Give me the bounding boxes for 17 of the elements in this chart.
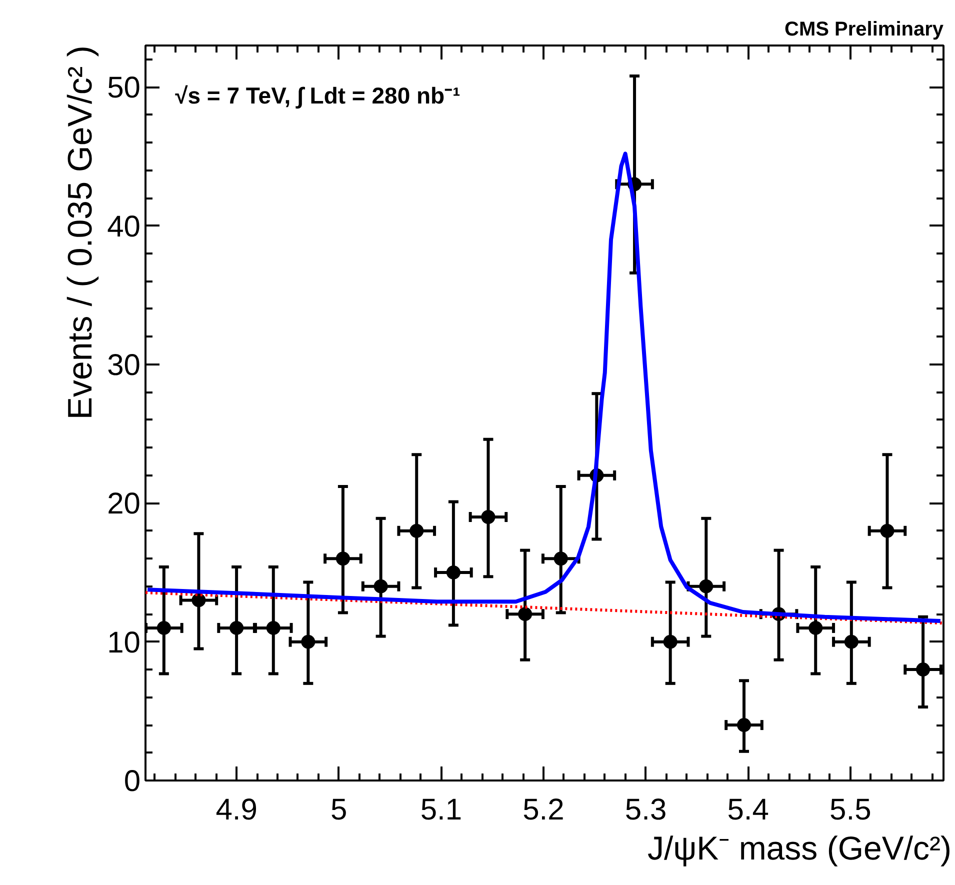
x-tick-label: 5.2 bbox=[522, 794, 564, 826]
y-tick-label: 0 bbox=[124, 765, 141, 798]
x-tick-label: 4.9 bbox=[216, 794, 258, 826]
x-tick-label: 5.1 bbox=[420, 794, 462, 826]
y-tick-label: 10 bbox=[107, 626, 141, 660]
y-tick-label: 30 bbox=[107, 348, 141, 382]
annotation: √s = 7 TeV, ∫ Ldt = 280 nb⁻¹ bbox=[175, 82, 460, 110]
y-axis-title: Events / ( 0.035 GeV/c² ) bbox=[62, 45, 100, 420]
y-tick-label: 50 bbox=[107, 72, 141, 105]
x-tick-label: 5 bbox=[330, 794, 348, 826]
text: CMS Preliminary bbox=[784, 18, 944, 40]
x-tick-label: 5.5 bbox=[830, 794, 872, 826]
y-tick-label: 20 bbox=[107, 488, 141, 521]
x-tick-label: 5.3 bbox=[624, 794, 667, 826]
x-tick-label: 5.4 bbox=[727, 794, 769, 826]
x-axis-title: J/ψK⁻ mass (GeV/c²) bbox=[647, 830, 952, 866]
y-tick-label: 40 bbox=[107, 210, 141, 244]
